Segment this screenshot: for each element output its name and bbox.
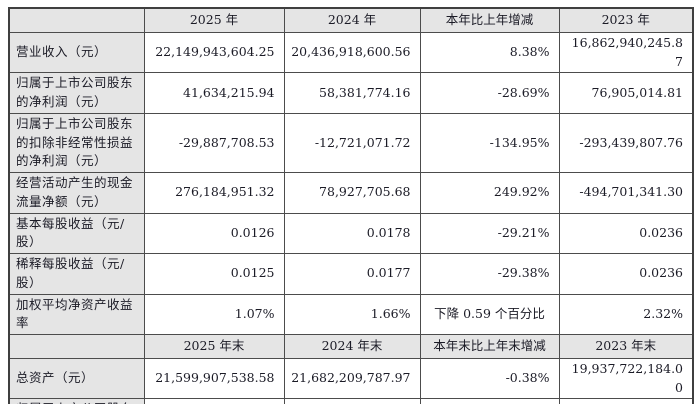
table-row: 归属于上市公司股东的扣除非经常性损益的净利润（元） -29,887,708.53-…: [8, 112, 694, 174]
row-label: 营业收入（元）: [8, 31, 145, 74]
row-label: 加权平均净资产收益率: [8, 293, 145, 335]
cell-value: 1.07%: [143, 293, 285, 335]
table-row: 基本每股收益（元/股） 0.0126 0.0178 -29.21% 0.0236: [8, 212, 694, 254]
row-label: 稀释每股收益（元/股）: [8, 253, 145, 295]
cell-value: 8.38%: [419, 31, 560, 74]
header-row: 2025 年末 2024 年末 本年末比上年末增减 2023 年末: [8, 334, 694, 359]
table-row: 营业收入（元） 22,149,943,604.25 20,436,918,600.5…: [8, 31, 694, 74]
cell-value: 20,436,918,600.56: [283, 31, 421, 74]
column-header: 2025 年: [143, 7, 285, 33]
table-row: 经营活动产生的现金流量净额（元） 276,184,951.32 78,927,705…: [8, 172, 694, 214]
row-label: 归属于上市公司股东的净利润（元）: [8, 72, 145, 114]
cell-value: -494,701,341.30: [558, 172, 694, 214]
cell-value: 19,937,722,184.00: [558, 357, 694, 400]
cell-value: 下降 0.59 个百分比: [419, 293, 560, 335]
cell-value: -0.38%: [419, 357, 560, 400]
cell-value: 1.66%: [283, 293, 421, 335]
column-header: 2023 年末: [558, 334, 694, 359]
cell-value: 9.53%: [419, 398, 560, 404]
row-label: 基本每股收益（元/股）: [8, 212, 145, 254]
cell-value: 3,403,988,825.21: [558, 398, 694, 404]
cell-value: 76,905,014.81: [558, 72, 694, 114]
row-label: 总资产（元）: [8, 357, 145, 400]
table-row: 加权平均净资产收益率 1.07% 1.66% 下降 0.59 个百分比 2.32%: [8, 293, 694, 335]
cell-value: -29.21%: [419, 212, 560, 254]
cell-value: 4,005,921,014.62: [143, 398, 285, 404]
cell-value: -12,721,071.72: [283, 112, 421, 174]
cell-value: 0.0125: [143, 253, 285, 295]
cell-value: -28.69%: [419, 72, 560, 114]
table-row: 归属于上市公司股东的净资产（元）4,005,921,014.623,657,28…: [8, 398, 694, 404]
cell-value: 21,682,209,787.97: [283, 357, 421, 400]
column-header: 本年末比上年末增减: [419, 334, 560, 359]
cell-value: 41,634,215.94: [143, 72, 285, 114]
row-label: 归属于上市公司股东的扣除非经常性损益的净利润（元）: [8, 112, 145, 174]
column-header: 本年比上年增减: [419, 7, 560, 33]
cell-value: 58,381,774.16: [283, 72, 421, 114]
cell-value: 3,657,286,059.09: [283, 398, 421, 404]
column-header: 2024 年末: [283, 334, 421, 359]
header-corner-cell: [8, 7, 145, 33]
row-label: 经营活动产生的现金流量净额（元）: [8, 172, 145, 214]
cell-value: 0.0236: [558, 253, 694, 295]
column-header: 2024 年: [283, 7, 421, 33]
column-header: 2023 年: [558, 7, 694, 33]
table-row: 归属于上市公司股东的净利润（元） 41,634,215.94 58,381,774.…: [8, 72, 694, 114]
cell-value: 0.0236: [558, 212, 694, 254]
row-label: 归属于上市公司股东的净资产（元）: [8, 398, 145, 404]
cell-value: -293,439,807.76: [558, 112, 694, 174]
header-row: 2025 年 2024 年本年比上年增减 2023 年: [8, 7, 694, 33]
header-corner-cell: [8, 334, 145, 359]
cell-value: 0.0177: [283, 253, 421, 295]
cell-value: -29,887,708.53: [143, 112, 285, 174]
table-row: 稀释每股收益（元/股） 0.0125 0.0177 -29.38% 0.0236: [8, 253, 694, 295]
cell-value: 21,599,907,538.58: [143, 357, 285, 400]
column-header: 2025 年末: [143, 334, 285, 359]
cell-value: 276,184,951.32: [143, 172, 285, 214]
cell-value: 0.0126: [143, 212, 285, 254]
cell-value: -134.95%: [419, 112, 560, 174]
cell-value: 16,862,940,245.87: [558, 31, 694, 74]
cell-value: -29.38%: [419, 253, 560, 295]
cell-value: 0.0178: [283, 212, 421, 254]
financial-summary-table: 2025 年 2024 年本年比上年增减 2023 年营业收入（元） 22,149,9…: [8, 7, 694, 404]
cell-value: 2.32%: [558, 293, 694, 335]
cell-value: 22,149,943,604.25: [143, 31, 285, 74]
table-row: 总资产（元） 21,599,907,538.58 21,682,209,787.97…: [8, 357, 694, 400]
financial-table-body: 2025 年 2024 年本年比上年增减 2023 年营业收入（元） 22,149,9…: [8, 7, 694, 404]
cell-value: 78,927,705.68: [283, 172, 421, 214]
cell-value: 249.92%: [419, 172, 560, 214]
